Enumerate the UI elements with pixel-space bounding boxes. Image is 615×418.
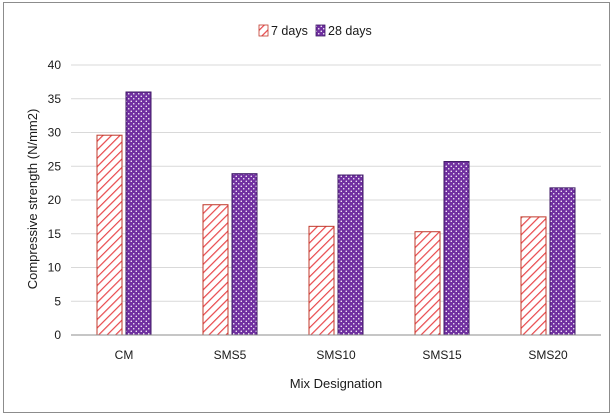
bar-sms5-7-days	[203, 205, 228, 335]
bars	[97, 92, 575, 335]
y-tick-label: 0	[54, 328, 61, 342]
legend-swatch-28-days	[316, 25, 325, 36]
x-tick-label-sms20: SMS20	[528, 348, 568, 362]
y-tick-label: 15	[48, 227, 62, 241]
y-tick-label: 40	[48, 58, 62, 72]
legend-item-7-days: 7 days	[259, 24, 308, 38]
bar-sms10-7-days	[309, 226, 334, 335]
bar-sms15-28-days	[444, 162, 469, 335]
bar-sms5-28-days	[232, 174, 257, 335]
legend-label-7-days: 7 days	[271, 24, 308, 38]
bar-sms20-7-days	[521, 217, 546, 335]
legend-item-28-days: 28 days	[316, 24, 372, 38]
x-tick-label-cm: CM	[115, 348, 134, 362]
bar-sms15-7-days	[415, 232, 440, 335]
y-tick-label: 5	[54, 294, 61, 308]
x-tick-label-sms10: SMS10	[316, 348, 356, 362]
y-tick-label: 10	[48, 261, 62, 275]
x-tick-label-sms15: SMS15	[422, 348, 462, 362]
x-tick-label-sms5: SMS5	[214, 348, 247, 362]
bar-cm-7-days	[97, 135, 122, 335]
bar-sms20-28-days	[550, 188, 575, 335]
bar-sms10-28-days	[338, 175, 363, 335]
y-tick-label: 25	[48, 159, 62, 173]
bar-cm-28-days	[126, 92, 151, 335]
x-axis-title: Mix Designation	[290, 376, 383, 391]
y-tick-label: 35	[48, 92, 62, 106]
y-tick-label: 20	[48, 193, 62, 207]
legend-label-28-days: 28 days	[328, 24, 372, 38]
legend-swatch-7-days	[259, 25, 268, 36]
x-axis-ticks: CM SMS5 SMS10 SMS15 SMS20	[115, 348, 568, 362]
legend: 7 days 28 days	[259, 24, 372, 38]
y-axis-title: Compressive strength (N/mm2)	[25, 109, 40, 290]
y-tick-label: 30	[48, 126, 62, 140]
y-axis-ticks: 0 5 10 15 20 25 30 35 40	[48, 58, 62, 342]
